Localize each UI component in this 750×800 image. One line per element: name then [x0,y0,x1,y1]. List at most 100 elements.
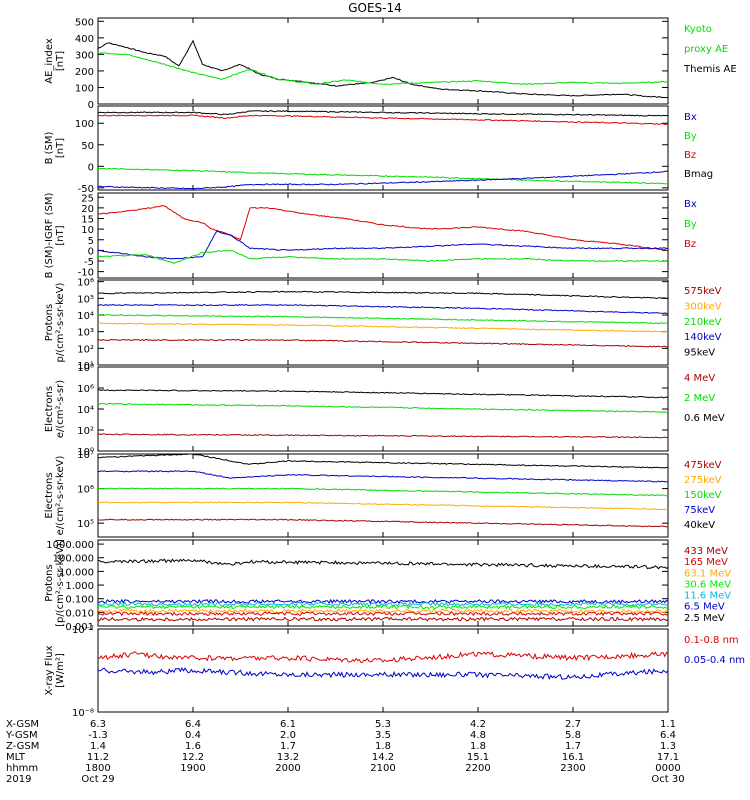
series-line-bsm-1 [97,114,669,126]
y-axis-label-protons_kev: Protons [44,304,55,341]
y-tick-label-electrons_kev: 10⁷ [77,450,94,461]
y-tick-label-protons_mev: 1000.000 [46,540,94,551]
ephemeris-value: 2100 [370,763,395,774]
y-axis-label-electrons_mev: Electrons [44,386,55,432]
ephemeris-value: 2300 [560,763,585,774]
legend-entry-electrons_kev: 475keV [684,460,722,471]
y-tick-label-electrons_mev: 10⁴ [77,405,94,416]
ephemeris-value: 1.4 [90,741,106,752]
legend-entry-ae: Themis AE [683,64,737,75]
ephemeris-row-label: Z-GSM [6,741,39,752]
series-line-protons_kev-3 [97,322,669,333]
series-line-protons_mev-4 [97,608,669,614]
series-line-electrons_mev-0 [97,389,669,399]
plot-title: GOES-14 [348,1,402,15]
legend-entry-ae: Kyoto [684,24,712,35]
y-tick-label-protons_mev: 10.000 [59,567,94,578]
y-tick-label-electrons_kev: 10⁶ [77,485,94,496]
series-line-electrons_kev-1 [97,470,669,483]
ephemeris-value: 2.0 [280,730,296,741]
y-tick-label-protons_mev: 0.010 [65,608,94,619]
ephemeris-value: 2200 [465,763,490,774]
legend-entry-bdiff: By [684,219,697,230]
series-line-ae-0 [97,39,669,99]
y-tick-label-ae: 200 [75,67,94,78]
y-axis-label-bsm: B (SM) [44,131,55,164]
series-line-bsm-2 [97,167,669,185]
ephemeris-value: -1.3 [88,730,108,741]
series-line-protons_mev-5 [97,611,669,617]
ephemeris-value: 1800 [85,763,110,774]
y-tick-label-protons_kev: 10¹ [77,361,94,372]
legend-entry-bdiff: Bz [684,239,696,250]
y-axis-label-protons_kev: p/(cm²-s-sr-keV) [55,282,66,362]
series-line-protons_kev-1 [97,303,669,315]
y-tick-label-bsm: 50 [81,141,94,152]
y-tick-label-ae: 400 [75,34,94,45]
legend-entry-xray: 0.1-0.8 nm [684,635,739,646]
legend-entry-protons_mev: 165 MeV [684,557,728,568]
y-tick-label-xray: 10⁻⁸ [72,708,94,719]
ephemeris-value: 6.4 [660,730,676,741]
legend-entry-protons_mev: 2.5 MeV [684,613,725,624]
y-tick-label-bdiff: 5 [88,236,94,247]
y-tick-label-bsm: 0 [88,162,94,173]
legend-entry-bsm: Bz [684,150,696,161]
y-tick-label-electrons_mev: 10⁸ [77,363,94,374]
ephemeris-value: 5.8 [565,730,581,741]
y-axis-label-bdiff: [nT] [55,225,66,245]
ephemeris-value: 4.8 [470,730,486,741]
ephemeris-value: 1.3 [660,741,676,752]
series-line-protons_kev-0 [97,290,669,300]
y-axis-label-xray: X-ray Flux [44,645,55,695]
legend-entry-electrons_kev: 275keV [684,475,722,486]
y-tick-label-ae: 500 [75,17,94,28]
y-axis-label-electrons_kev: Electrons [44,472,55,518]
ephemeris-row-label: hhmm [6,763,38,774]
y-tick-label-protons_kev: 10⁵ [77,294,94,305]
ephemeris-value: 15.1 [467,752,489,763]
series-line-electrons_mev-2 [97,433,669,439]
ephemeris-value: 6.4 [185,719,201,730]
legend-entry-electrons_kev: 150keV [684,490,722,501]
series-line-electrons_kev-4 [97,518,669,528]
ephemeris-value: Oct 29 [81,774,114,785]
y-tick-label-bdiff: 25 [81,193,94,204]
series-line-electrons_mev-1 [97,402,669,414]
legend-entry-electrons_kev: 75keV [684,505,715,516]
series-line-xray-0 [97,651,669,663]
y-tick-label-bdiff: -5 [84,257,94,268]
ephemeris-value: 1900 [180,763,205,774]
ephemeris-value: 0000 [655,763,680,774]
y-tick-label-electrons_kev: 10⁵ [77,519,94,530]
ephemeris-value: 1.1 [660,719,676,730]
series-line-electrons_kev-2 [97,487,669,497]
y-tick-label-ae: 100 [75,83,94,94]
legend-entry-protons_kev: 300keV [684,301,722,312]
ephemeris-value: 16.1 [562,752,584,763]
y-tick-label-protons_mev: 0.100 [65,595,94,606]
series-line-protons_mev-6 [97,616,669,622]
ephemeris-value: 1.7 [565,741,581,752]
ephemeris-value: 13.2 [277,752,299,763]
y-tick-label-bdiff: 10 [81,225,94,236]
panel-frame-electrons_mev [97,366,669,452]
panel-frame-ae [97,17,669,105]
legend-entry-electrons_kev: 40keV [684,520,715,531]
legend-entry-protons_mev: 63.1 MeV [684,568,731,579]
series-line-electrons_kev-3 [97,501,669,511]
y-axis-label-ae: [nT] [55,51,66,71]
legend-entry-protons_kev: 575keV [684,286,722,297]
legend-entry-bdiff: Bx [684,199,697,210]
ephemeris-value: 3.5 [375,730,391,741]
ephemeris-value: 12.2 [182,752,204,763]
series-line-bdiff-0 [97,204,668,251]
ephemeris-value: 11.2 [87,752,109,763]
y-axis-label-protons_mev: Protons [44,564,55,601]
series-line-ae-1 [97,52,669,86]
legend-entry-xray: 0.05-0.4 nm [684,655,745,666]
y-tick-label-bdiff: 15 [81,215,94,226]
series-line-protons_kev-2 [97,313,669,325]
ephemeris-value: 6.1 [280,719,296,730]
